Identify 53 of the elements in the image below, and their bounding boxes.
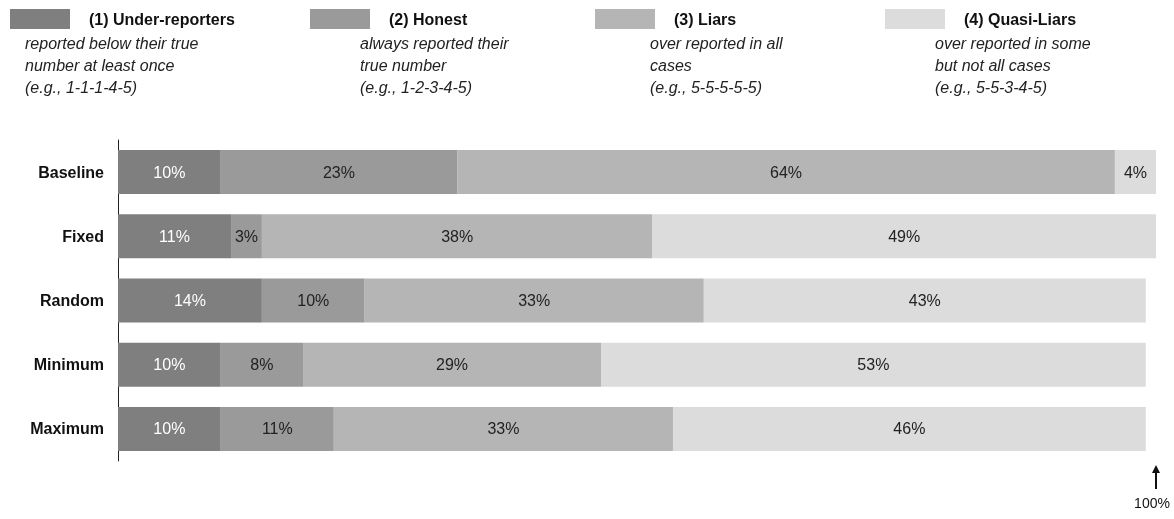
legend-label: (3) Liars [674,10,737,28]
data-label: 11% [159,227,190,245]
data-label: 49% [888,227,921,245]
text: 100% [1134,495,1170,511]
data-label: 10% [153,163,186,181]
y-tick-label: Fixed [62,227,104,245]
bar [302,342,602,387]
y-tick-label: Maximum [30,420,104,438]
data-label: 8% [250,356,274,374]
bar [220,150,458,195]
bar [118,406,221,451]
bar [118,278,262,323]
bar [220,342,303,387]
bar [652,214,1156,259]
text: over reported in all cases (e.g., 5-5-5-5-5) [650,34,783,96]
data-label: 64% [770,163,803,181]
y-tick-label: Minimum [33,356,104,374]
data-label: 10% [153,420,186,438]
data-label: 53% [857,356,890,374]
text: over reported in some but not all cases (e.g., 5-5-3-4-5) [935,34,1091,96]
bar [364,278,704,323]
bar [261,278,365,323]
bar [672,406,1146,451]
legend-label: (2) Honest [389,10,468,28]
data-label: 43% [908,292,941,309]
y-tick-label: Baseline [38,163,105,181]
data-label: 3% [234,227,259,245]
data-label: 38% [441,227,474,245]
bar [118,214,232,259]
data-label: 29% [435,356,469,374]
data-label: 10% [297,292,330,309]
bar [118,342,221,387]
data-label: 46% [893,420,926,438]
data-label: 14% [173,292,206,309]
bar [333,406,673,451]
text: reported below their true number at least once (e.g., 1-1-1-4-5) [25,34,199,96]
legend-label: (4) Quasi-Liars [964,10,1077,28]
bar [118,150,221,195]
legend-label: (1) Under-reporters [89,10,235,28]
bar [261,214,653,259]
bar [220,406,334,451]
data-label: 23% [322,163,355,181]
bar [703,278,1146,323]
data-label: 33% [487,420,520,438]
bar [1114,150,1156,195]
data-label: 4% [1123,163,1148,181]
data-label: 33% [518,292,551,309]
text: always reported their true number (e.g., 1-2-3-4-5) [360,34,510,96]
bar [601,342,1146,387]
bar [457,150,1115,195]
data-label: 11% [261,420,293,438]
data-label: 10% [153,356,186,374]
y-tick-label: Random [40,292,104,309]
